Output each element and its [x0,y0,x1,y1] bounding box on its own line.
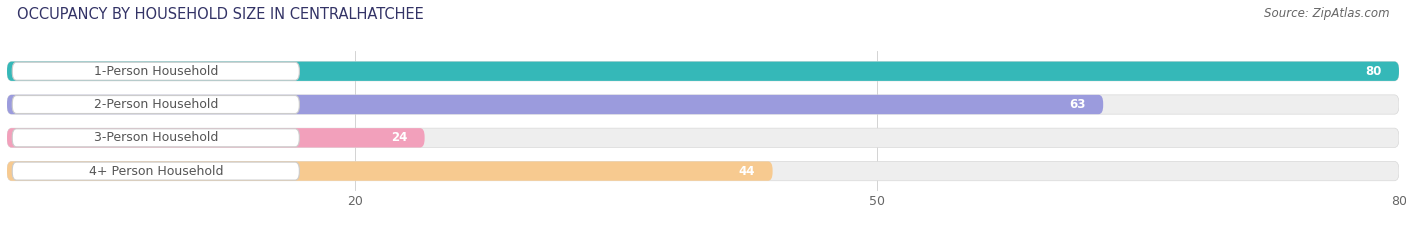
Text: 3-Person Household: 3-Person Household [94,131,218,144]
FancyBboxPatch shape [7,62,1399,81]
Text: 24: 24 [391,131,408,144]
Text: Source: ZipAtlas.com: Source: ZipAtlas.com [1264,7,1389,20]
Text: 2-Person Household: 2-Person Household [94,98,218,111]
FancyBboxPatch shape [7,161,1399,181]
FancyBboxPatch shape [7,161,773,181]
Text: OCCUPANCY BY HOUSEHOLD SIZE IN CENTRALHATCHEE: OCCUPANCY BY HOUSEHOLD SIZE IN CENTRALHA… [17,7,423,22]
FancyBboxPatch shape [13,62,299,80]
FancyBboxPatch shape [13,162,299,180]
FancyBboxPatch shape [13,129,299,147]
Text: 1-Person Household: 1-Person Household [94,65,218,78]
Text: 4+ Person Household: 4+ Person Household [89,164,224,178]
FancyBboxPatch shape [7,128,425,147]
Text: 80: 80 [1365,65,1382,78]
FancyBboxPatch shape [13,96,299,113]
Text: 44: 44 [738,164,755,178]
FancyBboxPatch shape [7,95,1104,114]
FancyBboxPatch shape [7,128,1399,147]
FancyBboxPatch shape [7,95,1399,114]
FancyBboxPatch shape [7,62,1399,81]
Text: 63: 63 [1070,98,1085,111]
